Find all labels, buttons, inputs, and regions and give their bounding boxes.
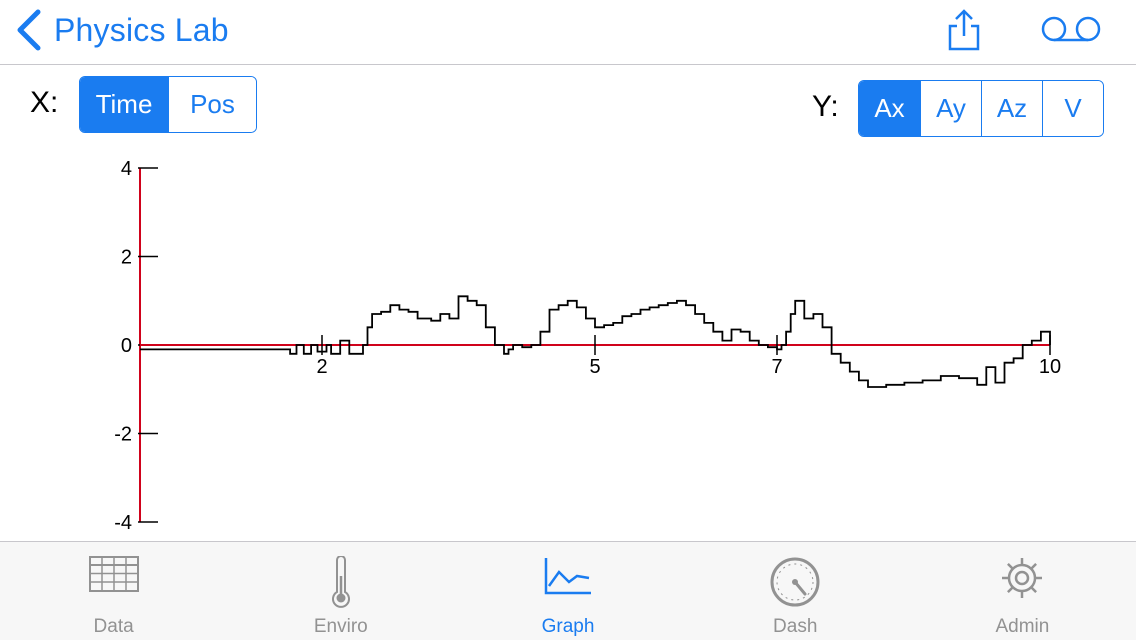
x-tick-label: 10 xyxy=(1039,356,1061,378)
y-axis-label: Y: xyxy=(812,90,839,123)
y-axis-segmented-control: Ax Ay Az V xyxy=(858,80,1104,137)
x-tick-label: 5 xyxy=(589,356,600,378)
y-tick-label: 0 xyxy=(121,335,132,357)
gauge-icon xyxy=(770,557,820,607)
tab-enviro[interactable]: Enviro xyxy=(227,542,454,640)
nav-bar: Physics Lab xyxy=(0,0,1136,65)
y-option-ay[interactable]: Ay xyxy=(920,81,981,136)
tab-data[interactable]: Data xyxy=(0,542,227,640)
thermometer-icon xyxy=(331,556,350,608)
voicemail-icon[interactable] xyxy=(1040,14,1102,44)
tab-admin[interactable]: Admin xyxy=(909,542,1136,640)
tab-graph[interactable]: Graph xyxy=(454,542,681,640)
acceleration-graph: 4 2 0 -2 -4 2 5 7 10 xyxy=(114,158,1061,534)
share-icon[interactable] xyxy=(944,8,984,52)
y-option-v[interactable]: V xyxy=(1042,81,1103,136)
x-tick-label: 7 xyxy=(771,356,782,378)
graph-icon xyxy=(544,558,591,595)
x-axis-label: X: xyxy=(30,86,59,119)
table-icon xyxy=(88,556,139,592)
y-tick-label: 4 xyxy=(121,158,132,180)
y-tick-label: -2 xyxy=(114,424,132,446)
y-tick-label: -4 xyxy=(114,512,132,534)
tab-bar: Data Enviro Graph Dash xyxy=(0,541,1136,640)
x-option-time[interactable]: Time xyxy=(80,77,168,132)
gear-icon xyxy=(1002,558,1043,598)
y-option-ax[interactable]: Ax xyxy=(859,81,920,136)
tab-data-label: Data xyxy=(93,616,134,637)
ax-series-line xyxy=(140,295,1051,388)
tab-dash-label: Dash xyxy=(773,616,818,637)
y-option-az[interactable]: Az xyxy=(981,81,1042,136)
x-option-pos[interactable]: Pos xyxy=(168,77,256,132)
tab-enviro-label: Enviro xyxy=(313,616,368,637)
x-tick-label: 2 xyxy=(316,356,327,378)
tab-dash[interactable]: Dash xyxy=(682,542,909,640)
x-axis-segmented-control: Time Pos xyxy=(79,76,257,133)
tab-graph-label: Graph xyxy=(541,616,595,637)
y-tick-label: 2 xyxy=(121,247,132,269)
tab-admin-label: Admin xyxy=(995,616,1050,637)
chevron-left-icon xyxy=(17,9,41,51)
back-button[interactable]: Physics Lab xyxy=(14,6,229,54)
back-label: Physics Lab xyxy=(54,11,229,48)
